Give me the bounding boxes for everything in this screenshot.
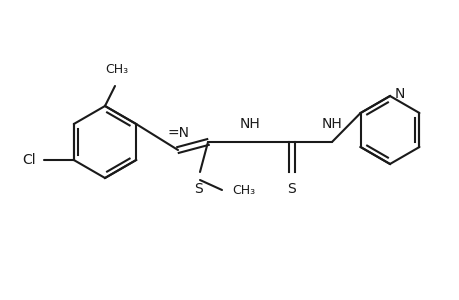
- Text: NH: NH: [239, 117, 260, 131]
- Text: N: N: [394, 87, 404, 101]
- Text: CH₃: CH₃: [231, 184, 255, 196]
- Text: CH₃: CH₃: [105, 63, 128, 76]
- Text: Cl: Cl: [22, 153, 36, 167]
- Text: NH: NH: [321, 117, 341, 131]
- Text: =N: =N: [168, 126, 190, 140]
- Text: S: S: [194, 182, 203, 196]
- Text: S: S: [287, 182, 296, 196]
